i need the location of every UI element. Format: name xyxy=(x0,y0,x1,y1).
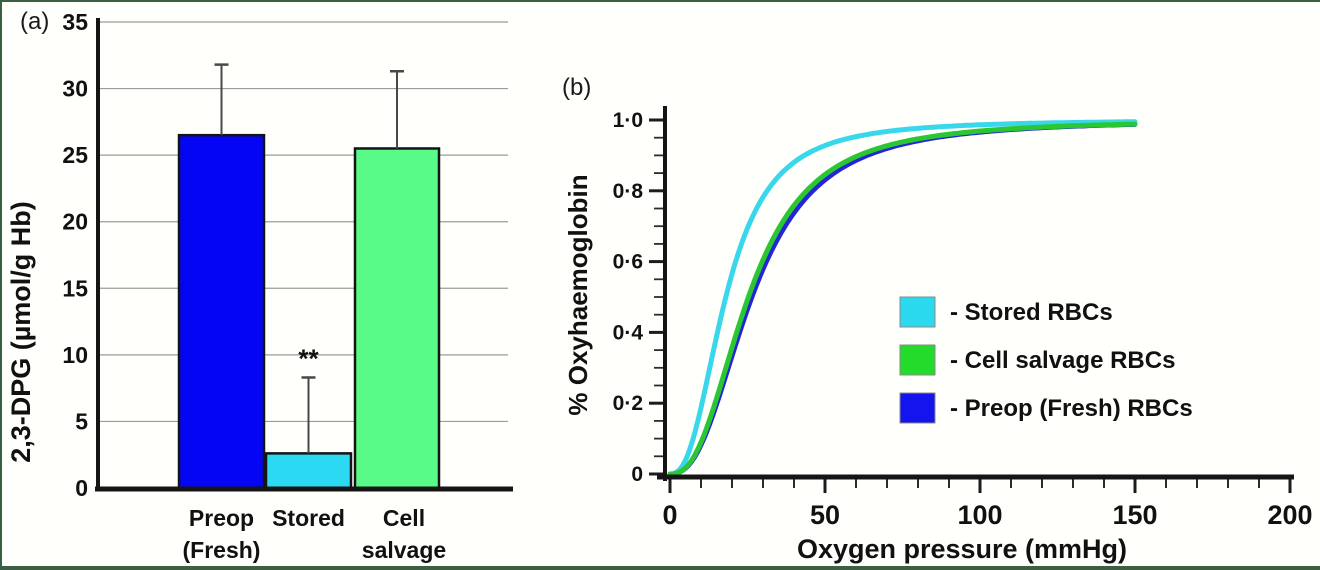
legend-swatch-stored-rbcs xyxy=(899,296,936,328)
y-tick-label: 25 xyxy=(62,142,88,168)
legend-label-stored-rbcs: - Stored RBCs xyxy=(950,299,1113,326)
x-tick-label: 0 xyxy=(662,500,677,530)
y-tick-label: 0 xyxy=(631,463,643,486)
y-axis-title: 2,3-DPG (µmol/g Hb) xyxy=(6,201,36,463)
panel-b-dissociation-curves: (b) 0 0·2 0·4 0·6 0·8 1·0 0 50 100 150 200 Oxygen p… xyxy=(542,2,1320,570)
panel-a-ytick-labels: 0 5 10 15 20 25 30 35 xyxy=(62,9,88,501)
category-label: Cell xyxy=(383,505,425,531)
y-tick-label: 0·2 xyxy=(613,392,643,415)
curves xyxy=(667,119,1138,477)
error-bar-stored xyxy=(301,376,316,454)
y-tick-label: 0·6 xyxy=(613,251,643,274)
category-label: Stored xyxy=(272,505,345,531)
legend: - Stored RBCs - Cell salvage RBCs - Preop … xyxy=(899,296,1193,424)
x-tick-label: 50 xyxy=(810,500,840,530)
curve-cell-salvage-rbcs xyxy=(667,121,1138,477)
y-tick-label: 0·4 xyxy=(613,321,644,344)
panel-b-y-major-ticks: 0 0·2 0·4 0·6 0·8 1·0 xyxy=(613,109,663,486)
y-tick-label: 1·0 xyxy=(613,109,643,132)
y-tick-label: 35 xyxy=(62,9,88,35)
legend-label-preop-fresh-rbcs: - Preop (Fresh) RBCs xyxy=(950,395,1193,422)
y-tick-label: 10 xyxy=(62,342,88,368)
panel-a-label: (a) xyxy=(20,8,50,35)
panel-a-bar-chart: (a) 0 5 10 15 20 25 30 35 Preop (Fresh) ** Stored Ce… xyxy=(2,2,542,570)
panel-b-x-major-ticks: 0 50 100 150 200 xyxy=(662,477,1313,530)
line-chart-canvas: 0 0·2 0·4 0·6 0·8 1·0 0 50 100 150 200 Oxygen press… xyxy=(563,106,1313,564)
error-bar-cell-salvage xyxy=(390,70,404,149)
x-tick-label: 150 xyxy=(1112,500,1157,530)
legend-swatch-cell-salvage-rbcs xyxy=(899,344,936,376)
panel-b-y-minor-ticks xyxy=(654,136,663,458)
x-axis-title: Oxygen pressure (mmHg) xyxy=(797,534,1127,564)
x-tick-label: 100 xyxy=(957,500,1002,530)
bar-preop-fresh xyxy=(177,133,266,490)
y-tick-label: 20 xyxy=(62,209,88,235)
y-axis-title: % Oxyhaemoglobin xyxy=(563,174,593,415)
error-bar-preop-fresh xyxy=(214,63,229,136)
y-tick-label: 30 xyxy=(62,76,88,102)
bar-chart-canvas: 0 5 10 15 20 25 30 35 Preop (Fresh) ** Stored Cell sa… xyxy=(6,9,513,563)
x-tick-label: 200 xyxy=(1267,500,1312,530)
category-label: salvage xyxy=(362,537,446,563)
panel-a-gridlines xyxy=(97,21,508,423)
legend-label-cell-salvage-rbcs: - Cell salvage RBCs xyxy=(950,347,1175,374)
y-tick-label: 0 xyxy=(75,475,88,501)
bar-stored xyxy=(264,452,353,490)
y-tick-label: 15 xyxy=(62,275,88,301)
significance-marker: ** xyxy=(298,343,319,373)
bar-cell-salvage xyxy=(353,147,441,490)
category-label: (Fresh) xyxy=(183,537,261,563)
category-label: Preop xyxy=(189,505,254,531)
legend-swatch-preop-fresh-rbcs xyxy=(899,392,936,424)
curve-stored-rbcs xyxy=(667,119,1138,477)
y-tick-label: 5 xyxy=(75,408,88,434)
panel-b-label: (b) xyxy=(562,74,592,101)
y-tick-label: 0·8 xyxy=(613,180,644,203)
